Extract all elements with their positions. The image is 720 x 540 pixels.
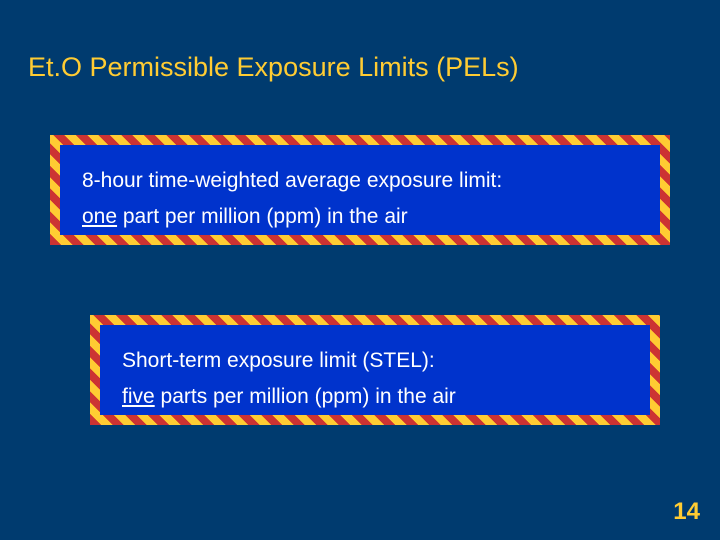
box2-underlined: five [122,385,155,408]
slide-title: Et.O Permissible Exposure Limits (PELs) [28,52,519,83]
box1-line1: 8-hour time-weighted average exposure li… [82,163,638,199]
box1-line2: one part per million (ppm) in the air [82,199,638,235]
box2-rest: parts per million (ppm) in the air [155,385,456,408]
page-number: 14 [673,498,700,526]
exposure-box-1: 8-hour time-weighted average exposure li… [50,135,670,245]
box2-line1: Short-term exposure limit (STEL): [122,343,628,379]
box1-underlined: one [82,205,117,228]
exposure-box-2: Short-term exposure limit (STEL): five p… [90,315,660,425]
box1-rest: part per million (ppm) in the air [117,205,408,228]
box2-line2: five parts per million (ppm) in the air [122,379,628,415]
